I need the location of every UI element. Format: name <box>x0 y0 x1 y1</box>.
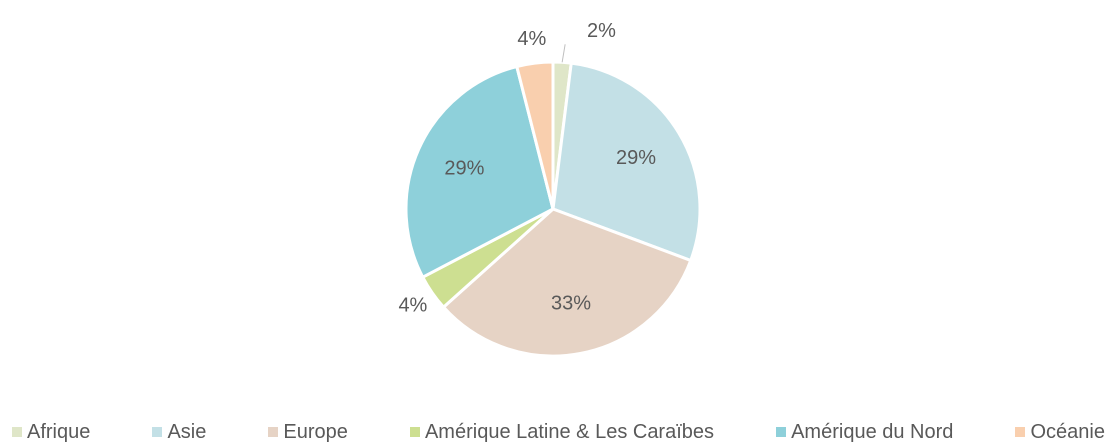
legend-item: Afrique <box>12 421 90 444</box>
legend-label: Europe <box>283 420 348 443</box>
legend-swatch <box>1015 427 1026 437</box>
legend-item: Océanie <box>1015 421 1105 444</box>
data-label: 29% <box>444 158 484 180</box>
pie-slice <box>404 64 555 280</box>
legend-label: Amérique du Nord <box>791 420 954 443</box>
data-label: 2% <box>587 20 616 42</box>
legend-swatch <box>409 427 420 437</box>
leader-line <box>561 44 566 63</box>
pie-slice <box>441 207 693 358</box>
legend-label: Asie <box>167 420 207 443</box>
legend: Afrique Asie Europe Amérique Latine & Les C… <box>0 420 1109 444</box>
legend-label: Amérique Latine & Les Caraïbes <box>424 420 715 443</box>
legend-swatch <box>152 427 163 437</box>
data-label: 29% <box>616 147 656 169</box>
legend-swatch <box>268 427 279 437</box>
legend-label: Océanie <box>1030 420 1105 443</box>
legend-item: Europe <box>268 421 348 444</box>
legend-item: Amérique Latine & Les Caraïbes <box>409 420 715 444</box>
legend-swatch <box>776 427 787 437</box>
legend-swatch <box>12 427 22 437</box>
data-label: 33% <box>551 293 591 315</box>
legend-label: Afrique <box>27 420 91 443</box>
legend-item: Amérique du Nord <box>776 421 953 444</box>
legend-item: Asie <box>152 421 206 444</box>
data-label: 4% <box>398 294 427 316</box>
data-label: 4% <box>517 28 546 50</box>
pie-slice <box>551 61 702 263</box>
pie-slice <box>514 60 555 210</box>
chart: 2% 29% 33% 4% 29% 4% <box>398 20 702 358</box>
